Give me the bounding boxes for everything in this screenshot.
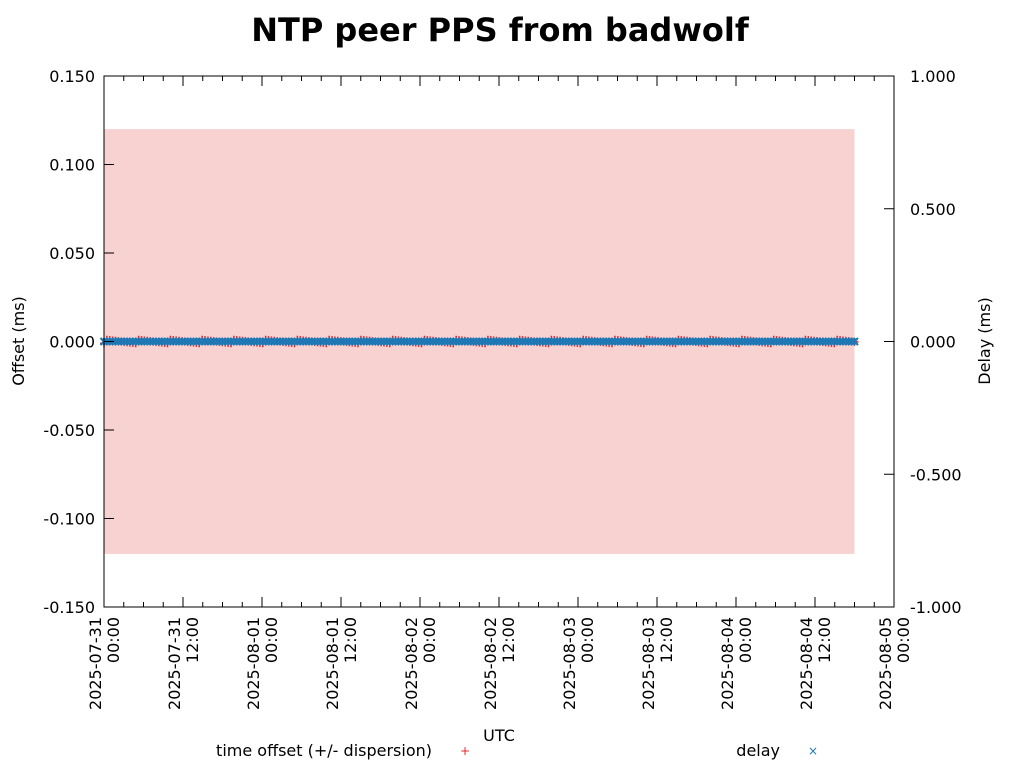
x-tick-time: 00:00 <box>578 617 597 663</box>
delay-point <box>850 337 859 346</box>
y-axis-right: 1.000 0.500 0.000 -0.500 -1.000 <box>884 67 962 617</box>
x-axis-label: UTC <box>483 726 515 745</box>
y-axis-left: 0.150 0.100 0.050 0.000 -0.050 -0.100 -0.150 <box>43 67 114 617</box>
y2-tick-label: 0.500 <box>910 200 956 219</box>
legend: time offset (+/- dispersion) + delay × <box>216 741 818 760</box>
y-tick-label: -0.100 <box>43 510 95 529</box>
x-tick-label: 2025-08-01 12:00 <box>323 617 360 710</box>
y2-tick-label: -0.500 <box>910 465 962 484</box>
x-tick-time: 00:00 <box>736 617 755 663</box>
x-tick-time: 12:00 <box>499 617 518 663</box>
x-tick-label: 2025-08-05 00:00 <box>876 617 913 710</box>
legend-offset-marker: + <box>460 744 470 758</box>
y2-tick-label: 0.000 <box>910 333 956 352</box>
y-tick-label: 0.050 <box>49 244 95 263</box>
x-axis: 2025-07-31 00:00 2025-07-31 12:00 2025-08-01… <box>86 76 913 710</box>
x-tick-date: 2025-08-01 <box>244 617 263 710</box>
x-tick-label: 2025-07-31 12:00 <box>165 617 202 710</box>
x-tick-time: 12:00 <box>657 617 676 663</box>
delay-series <box>99 337 859 346</box>
y-tick-label: 0.000 <box>49 333 95 352</box>
x-tick-date: 2025-07-31 <box>165 617 184 710</box>
y-axis-label: Offset (ms) <box>9 296 28 386</box>
x-tick-date: 2025-08-05 <box>876 617 895 710</box>
y-tick-label: 0.100 <box>49 156 95 175</box>
y-tick-label: -0.050 <box>43 421 95 440</box>
x-tick-label: 2025-08-01 00:00 <box>244 617 281 710</box>
x-tick-date: 2025-08-04 <box>718 617 737 710</box>
delay-point <box>847 337 856 346</box>
legend-offset-label: time offset (+/- dispersion) <box>216 741 432 760</box>
x-tick-label: 2025-08-04 00:00 <box>718 617 755 710</box>
x-tick-time: 12:00 <box>341 617 360 663</box>
x-tick-date: 2025-08-04 <box>797 617 816 710</box>
x-tick-time: 00:00 <box>420 617 439 663</box>
y-tick-label: 0.150 <box>49 67 95 86</box>
x-tick-label: 2025-08-02 12:00 <box>481 617 518 710</box>
y2-axis-label: Delay (ms) <box>975 297 994 384</box>
x-tick-label: 2025-08-03 12:00 <box>639 617 676 710</box>
legend-delay-label: delay <box>736 741 780 760</box>
chart-title: NTP peer PPS from badwolf <box>251 11 750 49</box>
y-tick-label: -0.150 <box>43 598 95 617</box>
x-tick-date: 2025-08-01 <box>323 617 342 710</box>
x-tick-label: 2025-08-03 00:00 <box>560 617 597 710</box>
x-tick-label: 2025-07-31 00:00 <box>86 617 123 710</box>
x-tick-time: 12:00 <box>183 617 202 663</box>
x-tick-time: 00:00 <box>262 617 281 663</box>
x-tick-date: 2025-08-03 <box>639 617 658 710</box>
x-tick-date: 2025-08-02 <box>481 617 500 710</box>
x-tick-label: 2025-08-04 12:00 <box>797 617 834 710</box>
x-tick-time: 12:00 <box>815 617 834 663</box>
x-tick-time: 00:00 <box>894 617 913 663</box>
x-tick-date: 2025-08-03 <box>560 617 579 710</box>
x-tick-date: 2025-08-02 <box>402 617 421 710</box>
y2-tick-label: -1.000 <box>910 598 962 617</box>
x-tick-date: 2025-07-31 <box>86 617 105 710</box>
legend-delay-marker: × <box>808 744 818 758</box>
x-tick-label: 2025-08-02 00:00 <box>402 617 439 710</box>
y2-tick-label: 1.000 <box>910 67 956 86</box>
x-tick-time: 00:00 <box>104 617 123 663</box>
